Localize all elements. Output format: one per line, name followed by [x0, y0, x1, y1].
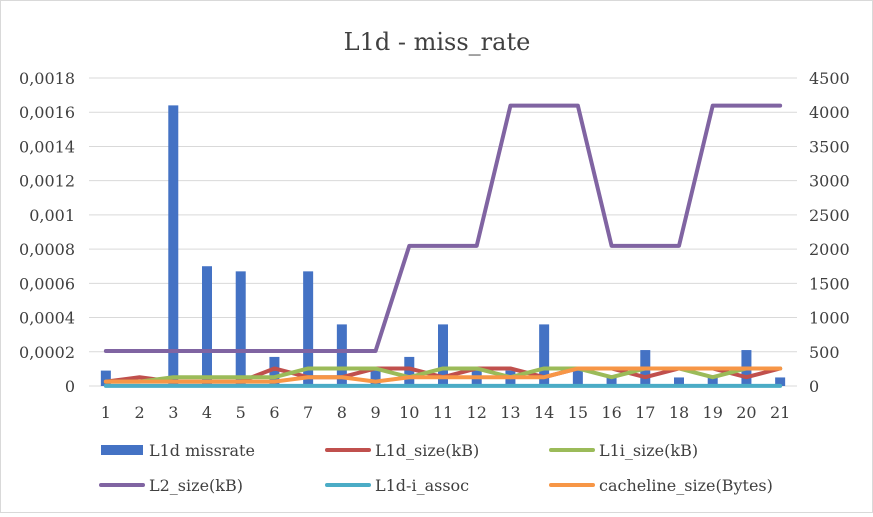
bar	[370, 370, 381, 386]
left-tick-label: 0,0018	[19, 69, 75, 88]
left-tick-label: 0,0004	[19, 309, 75, 328]
x-tick-label: 5	[236, 403, 246, 422]
legend: L1d missrate L1d_size(kB) L1i_size(kB) L2_s…	[99, 441, 773, 495]
bar	[606, 377, 617, 386]
right-tick-label: 500	[809, 343, 840, 362]
right-tick-label: 1500	[809, 274, 850, 293]
left-tick-label: 0,0002	[19, 343, 75, 362]
series-line	[103, 366, 783, 384]
bar	[100, 370, 111, 386]
x-tick-label: 16	[601, 403, 621, 422]
left-tick-label: 0,001	[29, 206, 75, 225]
right-axis-ticks: 0 500 1000 1500 2000 2500 3000 3500 4000 4500	[809, 69, 850, 396]
left-tick-label: 0,0014	[19, 137, 75, 156]
left-axis-ticks: 0 0,0002 0,0004 0,0006 0,0008 0,001 0,0012 0,00…	[19, 69, 75, 396]
bar	[269, 356, 280, 386]
legend-label: L2_size(kB)	[149, 476, 243, 495]
x-tick-label: 7	[303, 403, 313, 422]
legend-label: L1d-i_assoc	[375, 476, 469, 495]
right-tick-label: 3500	[809, 137, 850, 156]
legend-swatch	[101, 445, 143, 455]
bar	[404, 356, 415, 386]
x-tick-label: 6	[269, 403, 279, 422]
x-tick-label: 20	[736, 403, 756, 422]
x-tick-label: 1	[101, 403, 111, 422]
line-series	[103, 103, 783, 388]
right-tick-label: 4000	[809, 103, 850, 122]
bar	[235, 271, 246, 386]
x-tick-label: 14	[534, 403, 554, 422]
bar	[707, 377, 718, 386]
x-tick-label: 3	[168, 403, 178, 422]
right-tick-label: 3000	[809, 172, 850, 191]
x-tick-label: 9	[370, 403, 380, 422]
x-tick-label: 11	[433, 403, 453, 422]
right-tick-label: 0	[809, 377, 819, 396]
bar	[572, 370, 583, 386]
bar	[775, 377, 786, 386]
bar	[438, 324, 448, 386]
chart-title: L1d - miss_rate	[344, 28, 531, 56]
left-tick-label: 0,0012	[19, 172, 75, 191]
left-tick-label: 0,0008	[19, 240, 75, 259]
x-tick-label: 18	[669, 403, 689, 422]
x-tick-label: 21	[770, 403, 790, 422]
left-tick-label: 0,0016	[19, 103, 75, 122]
right-tick-label: 2500	[809, 206, 850, 225]
x-tick-label: 12	[467, 403, 487, 422]
left-tick-label: 0,0006	[19, 274, 75, 293]
right-tick-label: 4500	[809, 69, 850, 88]
legend-label: L1d missrate	[149, 441, 255, 460]
legend-label: L1d_size(kB)	[375, 441, 479, 460]
x-tick-label: 15	[568, 403, 588, 422]
legend-label: L1i_size(kB)	[599, 441, 698, 460]
x-tick-label: 4	[202, 403, 212, 422]
bar	[336, 324, 347, 386]
legend-label: cacheline_size(Bytes)	[599, 476, 773, 495]
x-tick-label: 2	[134, 403, 144, 422]
x-tick-label: 19	[703, 403, 723, 422]
x-tick-label: 10	[399, 403, 419, 422]
bar	[674, 377, 684, 386]
right-tick-label: 1000	[809, 309, 850, 328]
left-tick-label: 0	[65, 377, 75, 396]
bar	[539, 324, 550, 386]
series-line	[103, 103, 783, 353]
bar	[168, 105, 179, 386]
right-tick-label: 2000	[809, 240, 850, 259]
x-tick-label: 17	[635, 403, 655, 422]
bar	[303, 271, 314, 386]
bar	[202, 266, 212, 386]
x-tick-label: 8	[337, 403, 347, 422]
x-tick-label: 13	[500, 403, 520, 422]
x-axis-ticks: 1 2 3 4 5 6 7 8 9 10 11 12 13 14 15 16 17 18 19 20 21	[101, 403, 791, 422]
